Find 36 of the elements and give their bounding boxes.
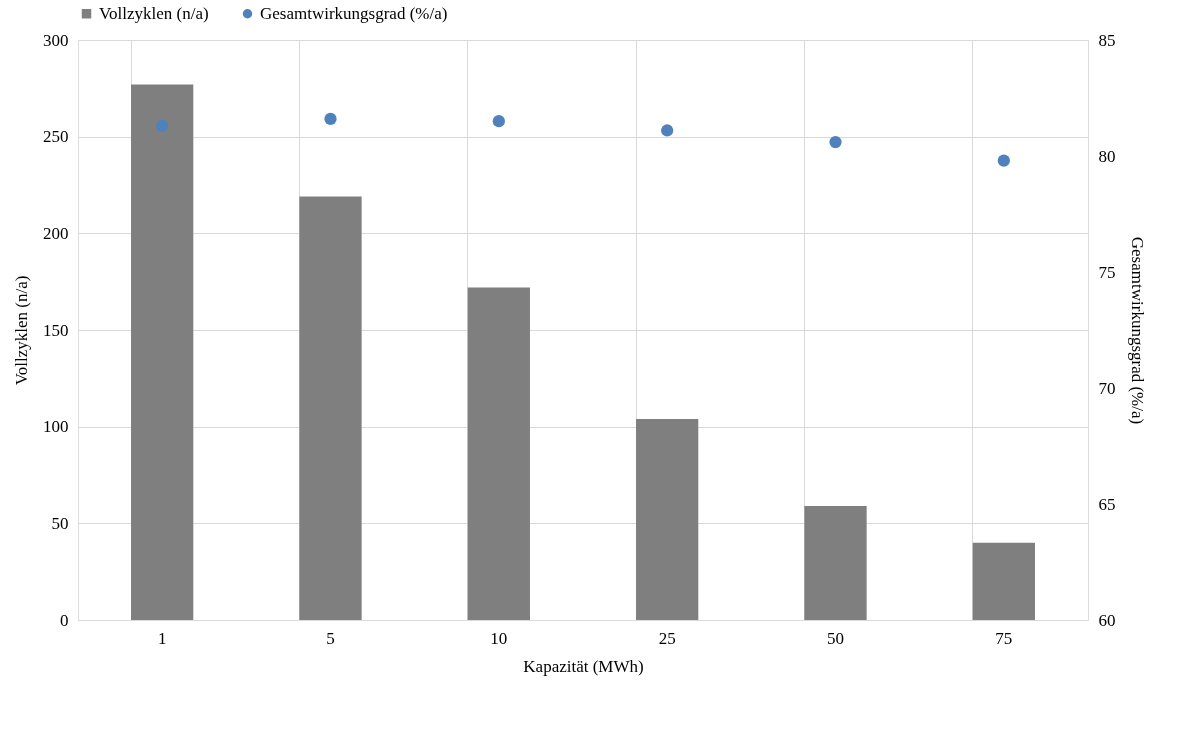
legend-label: Vollzyklen (n/a): [99, 3, 209, 23]
bar: [299, 196, 362, 620]
y-axis-title: Vollzyklen (n/a): [12, 275, 31, 386]
y-tick-label: 100: [43, 417, 69, 437]
y2-axis-title: Gesamtwirkungsgrad (%/a): [1127, 236, 1147, 425]
point: [492, 115, 505, 128]
legend-label: Gesamtwirkungsgrad (%/a): [260, 3, 448, 23]
y2-tick-label: 65: [1098, 494, 1116, 514]
point: [156, 119, 169, 132]
y2-tick-label: 85: [1098, 30, 1116, 50]
x-tick-label: 5: [326, 628, 335, 648]
y-tick-label: 50: [51, 513, 69, 533]
x-tick-label: 1: [157, 628, 167, 648]
y2-tick-label: 60: [1098, 610, 1116, 630]
y2-tick-label: 80: [1098, 146, 1116, 166]
bar: [467, 287, 530, 620]
point: [324, 112, 337, 125]
y-tick-label: 250: [43, 127, 69, 147]
y-tick-label: 150: [43, 320, 69, 340]
x-tick-label: 25: [658, 628, 676, 648]
point: [997, 154, 1010, 167]
y2-tick-label: 75: [1098, 262, 1116, 282]
x-tick-label: 75: [995, 628, 1013, 648]
point: [661, 124, 674, 137]
bar: [636, 418, 699, 620]
point: [829, 135, 842, 149]
x-axis-title: Kapazität (MWh): [523, 656, 644, 676]
bar: [804, 505, 867, 620]
y2-tick-label: 70: [1098, 378, 1116, 398]
x-tick-label: 10: [490, 628, 508, 648]
x-tick-label: 50: [827, 628, 844, 648]
bar: [131, 84, 194, 620]
y-tick-label: 0: [60, 610, 69, 630]
bar: [972, 542, 1035, 620]
y-tick-label: 300: [43, 30, 69, 50]
y-tick-label: 200: [43, 223, 69, 243]
